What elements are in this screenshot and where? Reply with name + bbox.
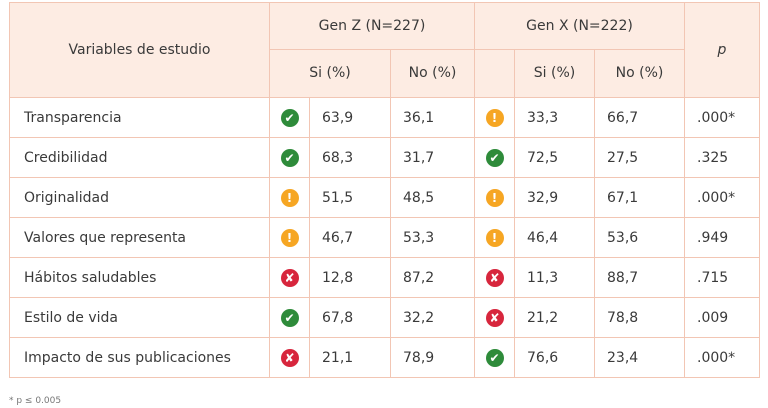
status-icon-cell: !	[474, 97, 515, 138]
status-icon-cell: !	[474, 217, 515, 258]
header-variables: Variables de estudio	[9, 2, 270, 98]
status-icon-cell: ✘	[474, 257, 515, 298]
gen-z-si-value: 12,8	[309, 257, 391, 298]
gen-z-no-value: 53,3	[390, 217, 475, 258]
gen-z-si-value: 46,7	[309, 217, 391, 258]
results-table: Variables de estudio Gen Z (N=227) Gen X…	[9, 2, 760, 378]
gen-x-no-value: 23,4	[594, 337, 685, 378]
header-gen-z-no: No (%)	[390, 48, 475, 99]
cross-icon: ✘	[280, 348, 299, 367]
gen-z-si-value: 68,3	[309, 137, 391, 178]
status-icon-cell: ✘	[269, 257, 310, 298]
header-gen-x-no: No (%)	[594, 48, 685, 99]
header-gen-z: Gen Z (N=227)	[269, 2, 475, 50]
variable-name: Transparencia	[9, 97, 270, 138]
table-row: Originalidad! 51,5 48,5! 32,9 67,1.000*	[9, 177, 760, 218]
gen-x-si-value: 46,4	[514, 217, 595, 258]
check-icon: ✔	[280, 108, 299, 127]
gen-x-si-value: 32,9	[514, 177, 595, 218]
gen-x-si-value: 21,2	[514, 297, 595, 338]
gen-x-no-value: 88,7	[594, 257, 685, 298]
cross-icon: ✘	[485, 268, 504, 287]
check-icon: ✔	[485, 348, 504, 367]
variable-name: Credibilidad	[9, 137, 270, 178]
p-value: .949	[684, 217, 760, 258]
gen-z-no-value: 36,1	[390, 97, 475, 138]
status-icon-cell: ✔	[474, 337, 515, 378]
warning-icon: !	[485, 108, 504, 127]
gen-x-no-value: 78,8	[594, 297, 685, 338]
warning-icon: !	[280, 228, 299, 247]
gen-z-no-value: 48,5	[390, 177, 475, 218]
p-value: .000*	[684, 97, 760, 138]
gen-x-no-value: 53,6	[594, 217, 685, 258]
table-footnote: * p ≤ 0.005	[9, 396, 62, 406]
p-value: .000*	[684, 337, 760, 378]
gen-x-si-value: 72,5	[514, 137, 595, 178]
status-icon-cell: ✘	[269, 337, 310, 378]
gen-z-no-value: 31,7	[390, 137, 475, 178]
warning-icon: !	[485, 188, 504, 207]
warning-icon: !	[280, 188, 299, 207]
table-row: Estilo de vida ✔ 67,8 32,2 ✘ 21,2 78,8.009	[9, 297, 760, 338]
header-gen-x: Gen X (N=222)	[474, 2, 685, 50]
gen-x-si-value: 11,3	[514, 257, 595, 298]
gen-z-no-value: 78,9	[390, 337, 475, 378]
table-row: Valores que representa! 46,7 53,3! 46,4 53,6…	[9, 217, 760, 258]
table-row: Impacto de sus publicaciones ✘ 21,1 78,9 ✔ 76…	[9, 337, 760, 378]
header-gen-x-si: Si (%)	[514, 48, 595, 99]
header-p: p	[684, 2, 760, 98]
check-icon: ✔	[280, 308, 299, 327]
gen-x-si-value: 33,3	[514, 97, 595, 138]
p-value: .000*	[684, 177, 760, 218]
gen-z-no-value: 87,2	[390, 257, 475, 298]
p-value: .009	[684, 297, 760, 338]
check-icon: ✔	[485, 148, 504, 167]
gen-z-si-value: 67,8	[309, 297, 391, 338]
variable-name: Originalidad	[9, 177, 270, 218]
variable-name: Valores que representa	[9, 217, 270, 258]
gen-z-si-value: 21,1	[309, 337, 391, 378]
cross-icon: ✘	[280, 268, 299, 287]
status-icon-cell: !	[474, 177, 515, 218]
status-icon-cell: ✔	[269, 97, 310, 138]
p-value: .325	[684, 137, 760, 178]
table-row: Transparencia ✔ 63,9 36,1! 33,3 66,7.000*	[9, 97, 760, 138]
check-icon: ✔	[280, 148, 299, 167]
status-icon-cell: ✔	[474, 137, 515, 178]
variable-name: Estilo de vida	[9, 297, 270, 338]
variable-name: Impacto de sus publicaciones	[9, 337, 270, 378]
gen-x-si-value: 76,6	[514, 337, 595, 378]
warning-icon: !	[485, 228, 504, 247]
header-gen-x-blank	[474, 48, 515, 99]
table-row: Credibilidad ✔ 68,3 31,7 ✔ 72,5 27,5.325	[9, 137, 760, 178]
status-icon-cell: !	[269, 177, 310, 218]
status-icon-cell: ✔	[269, 297, 310, 338]
header-gen-z-si: Si (%)	[269, 48, 391, 99]
status-icon-cell: ✘	[474, 297, 515, 338]
cross-icon: ✘	[485, 308, 504, 327]
status-icon-cell: ✔	[269, 137, 310, 178]
gen-x-no-value: 67,1	[594, 177, 685, 218]
status-icon-cell: !	[269, 217, 310, 258]
table-row: Hábitos saludables ✘ 12,8 87,2 ✘ 11,3 88,7.715	[9, 257, 760, 298]
gen-z-si-value: 63,9	[309, 97, 391, 138]
gen-x-no-value: 27,5	[594, 137, 685, 178]
p-value: .715	[684, 257, 760, 298]
gen-x-no-value: 66,7	[594, 97, 685, 138]
variable-name: Hábitos saludables	[9, 257, 270, 298]
gen-z-no-value: 32,2	[390, 297, 475, 338]
gen-z-si-value: 51,5	[309, 177, 391, 218]
